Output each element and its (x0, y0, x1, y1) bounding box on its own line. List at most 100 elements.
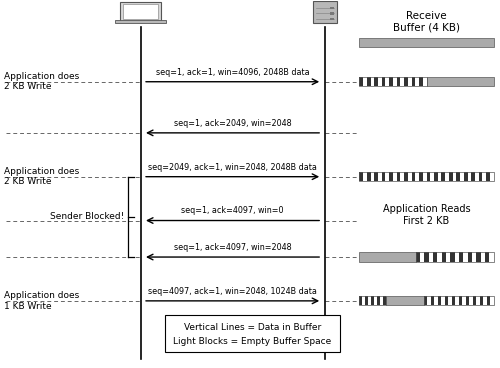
Bar (476, 296, 480, 305)
Bar (460, 172, 464, 181)
Bar (360, 77, 363, 86)
Bar (424, 252, 429, 262)
Bar (469, 296, 472, 305)
Bar (360, 172, 494, 181)
Text: Application does
2 KB Write: Application does 2 KB Write (4, 167, 79, 187)
Bar (423, 172, 426, 181)
Bar (445, 172, 449, 181)
Bar (490, 296, 494, 305)
Bar (360, 172, 363, 181)
Bar (386, 172, 389, 181)
Bar (472, 296, 476, 305)
Bar (393, 172, 396, 181)
Bar (363, 172, 367, 181)
Bar (428, 296, 431, 305)
Bar (396, 77, 400, 86)
Bar (396, 172, 400, 181)
Bar (442, 296, 445, 305)
Bar (472, 252, 476, 262)
Bar (384, 296, 386, 305)
Bar (367, 172, 370, 181)
Bar (400, 172, 404, 181)
Bar (482, 172, 486, 181)
Bar (438, 296, 442, 305)
Bar (485, 252, 490, 262)
Bar (416, 252, 420, 262)
Bar (374, 172, 378, 181)
Bar (434, 296, 438, 305)
Bar (431, 296, 434, 305)
Bar (419, 172, 423, 181)
Bar (486, 172, 490, 181)
Bar (456, 172, 460, 181)
Bar (478, 172, 482, 181)
Bar (450, 252, 454, 262)
Bar (400, 77, 404, 86)
Bar (416, 252, 494, 262)
Bar (420, 252, 424, 262)
Text: seq=1, ack=4097, win=0: seq=1, ack=4097, win=0 (182, 206, 284, 215)
Bar (448, 296, 452, 305)
Bar (404, 77, 408, 86)
Bar (378, 296, 380, 305)
Bar (433, 252, 438, 262)
Bar (464, 252, 468, 262)
Bar (360, 38, 494, 47)
Bar (449, 172, 452, 181)
Bar (330, 18, 334, 20)
Text: Sender Blocked!: Sender Blocked! (50, 212, 124, 222)
Bar (386, 77, 389, 86)
Bar (442, 172, 445, 181)
Bar (412, 77, 416, 86)
Bar (445, 296, 448, 305)
Bar (419, 77, 423, 86)
Text: Application Reads
First 2 KB: Application Reads First 2 KB (382, 204, 470, 226)
Bar (426, 77, 494, 86)
Bar (363, 77, 367, 86)
Bar (429, 252, 433, 262)
Bar (330, 7, 334, 9)
Bar (452, 172, 456, 181)
Bar (312, 1, 336, 23)
Bar (468, 172, 471, 181)
Bar (476, 252, 480, 262)
Bar (120, 2, 162, 21)
Text: seq=1, ack=4097, win=2048: seq=1, ack=4097, win=2048 (174, 243, 292, 252)
Bar (454, 252, 459, 262)
Bar (386, 296, 424, 305)
Bar (389, 77, 393, 86)
Bar (416, 172, 419, 181)
Bar (370, 172, 374, 181)
Bar (462, 296, 466, 305)
Bar (430, 172, 434, 181)
Bar (367, 77, 370, 86)
Bar (374, 296, 378, 305)
Bar (472, 172, 475, 181)
Bar (464, 172, 468, 181)
Bar (424, 296, 428, 305)
Bar (382, 77, 386, 86)
Bar (393, 77, 396, 86)
Text: Light Blocks = Empty Buffer Space: Light Blocks = Empty Buffer Space (174, 337, 332, 346)
Bar (378, 172, 382, 181)
Text: Vertical Lines = Data in Buffer: Vertical Lines = Data in Buffer (184, 323, 321, 332)
Bar (490, 172, 494, 181)
Bar (475, 172, 478, 181)
Bar (459, 252, 464, 262)
Bar (389, 172, 393, 181)
Bar (360, 296, 362, 305)
Bar (360, 252, 416, 262)
Bar (166, 315, 340, 352)
Bar (468, 252, 472, 262)
Text: Receive
Buffer (4 KB): Receive Buffer (4 KB) (393, 11, 460, 32)
Bar (438, 172, 442, 181)
Bar (466, 296, 469, 305)
Bar (458, 296, 462, 305)
Bar (480, 296, 483, 305)
Bar (368, 296, 372, 305)
Bar (423, 77, 426, 86)
Text: Application does
2 KB Write: Application does 2 KB Write (4, 72, 79, 91)
Bar (416, 77, 419, 86)
Bar (452, 296, 455, 305)
Text: seq=4097, ack=1, win=2048, 1024B data: seq=4097, ack=1, win=2048, 1024B data (148, 287, 317, 296)
